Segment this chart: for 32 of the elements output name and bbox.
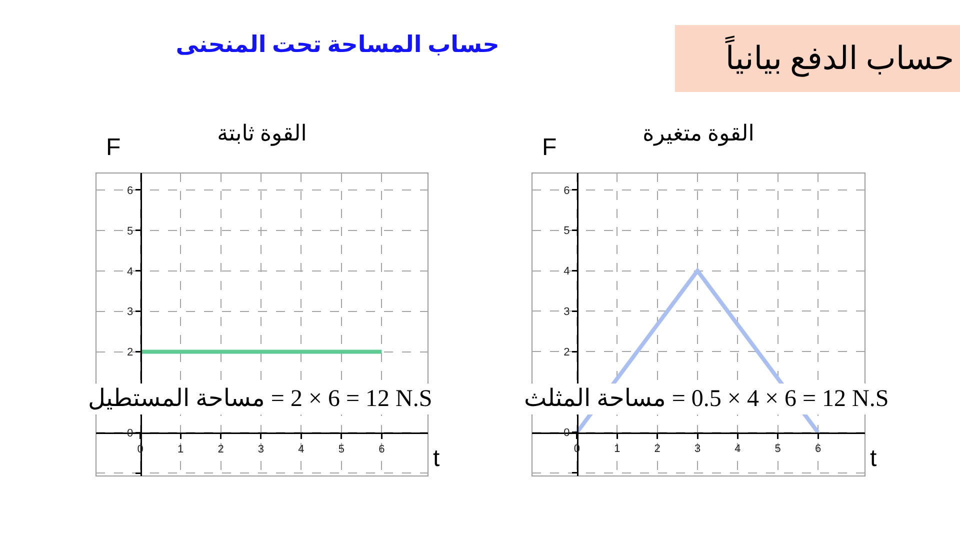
y-tick-label: 5 [564,225,570,238]
x-tick-label: 5 [774,443,781,456]
x-tick-label: 6 [378,443,385,456]
text: حساب المساحة تحت المنحنى [174,32,500,58]
x-tick-label: 3 [694,443,701,456]
y-tick-label: 4 [564,266,570,278]
y-tick-label: 6 [126,184,134,197]
x-tick-label: 5 [338,443,345,456]
y-tick-label: 6 [564,184,570,197]
chart-title: القوة ثابتة [217,120,307,147]
x-tick-label: 6 [814,443,822,456]
y-tick-label: 5 [126,225,134,238]
x-tick-label: 3 [258,443,264,456]
y-tick-label: 2 [126,346,134,359]
x-tick-label: 4 [734,443,741,456]
annotation: مساحة المثلث = 0.5 × 4 × 6 = 12 N.S [524,386,889,412]
x-axis-title: t [870,445,877,472]
x-tick-label: 2 [218,443,224,456]
x-tick-label: 2 [654,443,660,456]
y-tick-label: 2 [564,346,570,358]
y-tick-label: 4 [126,266,134,278]
y-tick-label: 3 [126,306,134,318]
x-tick-label: 1 [177,443,184,456]
annotation: مساحة المستطيل = 2 × 6 = 12 N.S [88,386,432,412]
chart-title: القوة متغيرة [642,120,754,147]
x-tick-label: 4 [298,443,304,456]
x-axis-title: t [433,445,440,472]
y-axis-title: F [542,134,557,161]
x-tick-label: 1 [614,443,620,456]
y-tick-label: 3 [564,306,570,318]
text: حساب الدفع بيانياً [675,25,960,92]
y-axis-title: F [106,134,121,161]
